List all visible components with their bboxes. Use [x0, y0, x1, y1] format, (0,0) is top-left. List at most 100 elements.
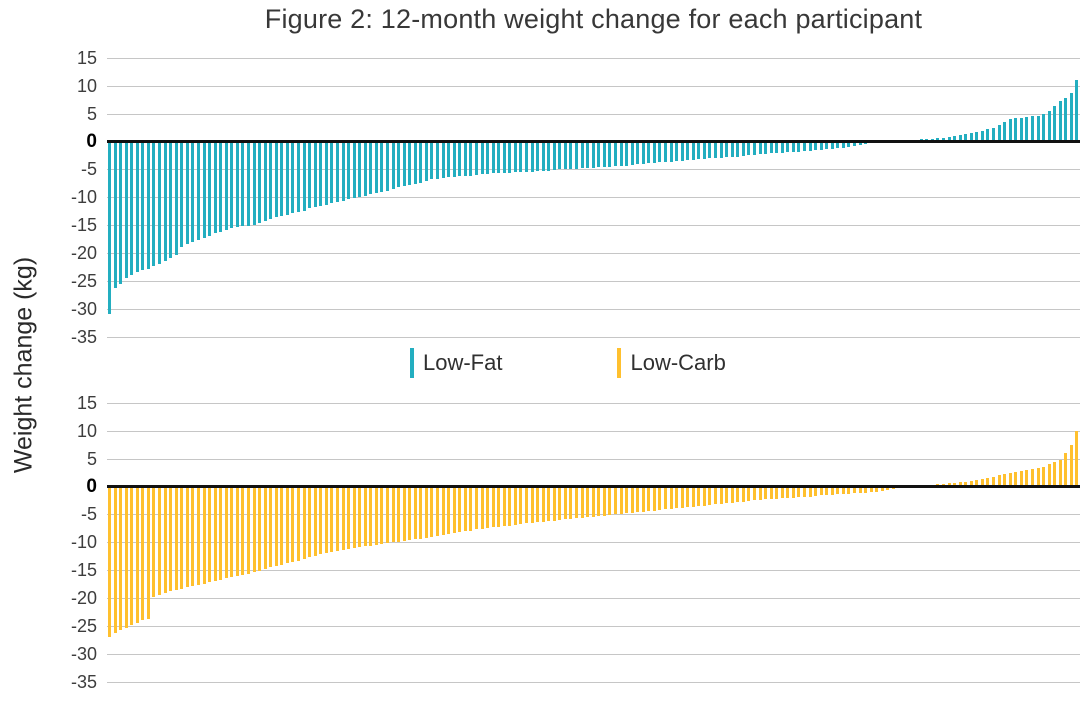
low-carb-participant-bar: [191, 486, 194, 586]
low-carb-participant-bar: [875, 486, 878, 492]
gridline-15: [107, 58, 1080, 59]
low-carb-participant-bar: [642, 486, 645, 512]
low-carb-participant-bar: [547, 486, 550, 522]
zero-baseline: [107, 485, 1080, 489]
low-carb-participant-bar: [208, 486, 211, 582]
low-carb-participant-bar: [764, 486, 767, 500]
low-fat-participant-bar: [953, 135, 956, 142]
low-fat-participant-bar: [770, 141, 773, 154]
low-carb-participant-bar: [953, 482, 956, 487]
low-carb-participant-bar: [269, 486, 272, 568]
low-fat-participant-bar: [403, 141, 406, 187]
gridline--35: [107, 681, 1080, 683]
y-tick-label--15: -15: [70, 215, 97, 236]
low-fat-participant-bar: [414, 141, 417, 184]
low-carb-participant-bar: [141, 486, 144, 621]
low-carb-participant-bar: [291, 486, 294, 562]
y-tick-label--20: -20: [70, 587, 97, 608]
low-carb-participant-bar: [308, 486, 311, 558]
y-tick-label--30: -30: [70, 643, 97, 664]
low-fat-participant-bar: [981, 130, 984, 142]
low-carb-participant-bar: [464, 486, 467, 532]
low-carb-participant-bar: [319, 486, 322, 554]
low-fat-participant-bar: [581, 141, 584, 169]
low-fat-participant-bar: [608, 141, 611, 167]
low-carb-participant-bar: [336, 486, 339, 551]
low-fat-participant-bar: [825, 141, 828, 150]
low-fat-participant-bar: [569, 141, 572, 169]
y-tick-label-0: 0: [86, 475, 97, 497]
y-tick-label-5: 5: [86, 448, 97, 469]
gridline-15: [107, 403, 1080, 404]
low-carb-participant-bar: [653, 486, 656, 511]
low-fat-participant-bar: [342, 141, 345, 201]
low-fat-participant-bar: [297, 141, 300, 213]
low-fat-participant-bar: [731, 141, 734, 157]
low-carb-participant-bar: [864, 486, 867, 493]
low-carb-participant-bar: [364, 486, 367, 547]
low-fat-participant-bar: [564, 141, 567, 170]
low-fat-participant-bar: [1042, 114, 1045, 142]
low-carb-participant-bar: [720, 486, 723, 504]
low-fat-participant-bar: [964, 134, 967, 142]
low-fat-participant-bar: [247, 141, 250, 226]
low-fat-participant-bar: [175, 141, 178, 256]
low-carb-participant-bar: [809, 486, 812, 497]
low-fat-participant-bar: [809, 141, 812, 152]
low-fat-participant-bar: [692, 141, 695, 160]
low-fat-participant-bar: [425, 141, 428, 182]
low-carb-participant-bar: [458, 486, 461, 533]
gridline--10: [107, 197, 1080, 199]
y-tick-label-5: 5: [86, 103, 97, 124]
low-carb-participant-bar: [948, 483, 951, 487]
low-carb-participant-bar: [380, 486, 383, 544]
low-carb-participant-bar: [1053, 462, 1056, 487]
low-carb-participant-bar: [708, 486, 711, 505]
low-carb-participant-bar: [664, 486, 667, 510]
low-carb-participant-bar: [1025, 469, 1028, 487]
low-fat-participant-bar: [430, 141, 433, 180]
low-fat-participant-bar: [531, 141, 534, 172]
low-fat-participant-bar: [419, 141, 422, 183]
legend-item-low-carb: Low-Carb: [617, 348, 726, 378]
y-tick-label-10: 10: [76, 420, 97, 441]
low-carb-participant-bar: [625, 486, 628, 514]
low-carb-participant-bar: [998, 475, 1001, 487]
gridline--5: [107, 169, 1080, 171]
low-carb-participant-bar: [569, 486, 572, 519]
low-carb-participant-bar: [686, 486, 689, 508]
low-fat-participant-bar: [330, 141, 333, 204]
y-tick-label--10: -10: [70, 187, 97, 208]
gridline--30: [107, 653, 1080, 655]
low-carb-participant-bar: [486, 486, 489, 529]
low-fat-participant-bar: [631, 141, 634, 165]
low-carb-participant-bar: [469, 486, 472, 531]
low-fat-participant-bar: [519, 141, 522, 173]
low-carb-participant-bar: [230, 486, 233, 578]
low-carb-participant-bar: [575, 486, 578, 519]
low-carb-participant-bar: [770, 486, 773, 499]
chart-title: Figure 2: 12-month weight change for eac…: [264, 4, 923, 34]
y-tick-label-10: 10: [76, 75, 97, 96]
low-carb-participant-bar: [536, 486, 539, 523]
y-tick-label--5: -5: [80, 504, 97, 525]
low-carb-participant-bar: [358, 486, 361, 548]
low-carb-participant-bar: [508, 486, 511, 526]
low-carb-participant-bar: [158, 486, 161, 596]
low-carb-participant-bar: [797, 486, 800, 498]
low-carb-participant-bar: [581, 486, 584, 518]
low-fat-participant-bar: [114, 141, 117, 288]
low-carb-participant-bar: [675, 486, 678, 509]
low-fat-participant-bar: [280, 141, 283, 216]
low-fat-participant-bar: [353, 141, 356, 198]
low-carb-participant-bar: [253, 486, 256, 573]
low-fat-participant-bar: [214, 141, 217, 234]
low-carb-participant-bar: [403, 486, 406, 542]
y-tick-label--15: -15: [70, 560, 97, 581]
low-carb-participant-bar: [408, 486, 411, 541]
low-carb-participant-bar: [297, 486, 300, 561]
low-fat-participant-bar: [486, 141, 489, 174]
low-fat-participant-bar: [436, 141, 439, 179]
low-fat-participant-bar: [1070, 92, 1073, 142]
